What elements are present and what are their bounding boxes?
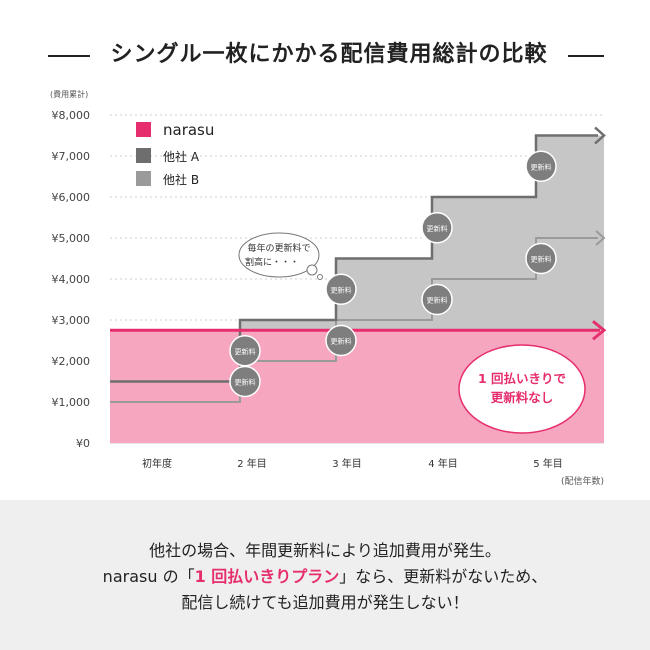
y-tick-label: ¥0 — [76, 437, 90, 450]
x-tick-label: 5 年目 — [533, 457, 563, 470]
series-arrow-company-a — [594, 126, 606, 145]
renewal-badge — [525, 150, 557, 182]
y-tick-label: ¥1,000 — [52, 396, 91, 409]
y-tick-label: ¥6,000 — [52, 191, 91, 204]
footer-line-2-start: narasu の「 — [102, 567, 195, 586]
renewal-badge-label: 更新料 — [427, 296, 448, 305]
callout-text-line2: 更新料なし — [491, 390, 554, 405]
y-tick-label: ¥4,000 — [52, 273, 91, 286]
renewal-badge-label: 更新料 — [427, 224, 448, 233]
bubble-text-line1: 毎年の更新料で — [247, 242, 310, 254]
bubble-tail-large — [306, 264, 318, 276]
renewal-badge — [325, 324, 357, 357]
x-tick-label: 2 年目 — [237, 457, 267, 470]
renewal-badge-label: 更新料 — [331, 285, 352, 294]
y-tick-label: ¥7,000 — [52, 150, 91, 163]
annotation-bubble: 毎年の更新料で 割高に・・・ — [238, 232, 323, 280]
chart-title: シングル一枚にかかる配信費用総計の比較 — [110, 42, 548, 67]
renewal-badge-label: 更新料 — [531, 255, 552, 264]
renewal-badge-label: 更新料 — [235, 378, 256, 387]
y-tick-label: ¥2,000 — [52, 355, 91, 368]
legend-label: 他社 A — [163, 149, 200, 164]
footer-message: 他社の場合、年間更新料により追加費用が発生。 narasu の「1 回払いきりプ… — [0, 538, 650, 616]
x-axis-label: (配信年数) — [561, 475, 604, 487]
callout-text-line1: 1 回払いきりで — [478, 371, 566, 386]
callout-shape — [458, 344, 586, 434]
x-tick-label: 4 年目 — [428, 457, 458, 470]
legend-swatch — [136, 148, 151, 163]
footer-line-2-end: 」なら、更新料がないため、 — [339, 567, 548, 586]
legend-label: narasu — [163, 121, 214, 139]
renewal-badge — [421, 283, 453, 316]
bubble-shape — [238, 232, 320, 278]
series-arrow-narasu — [592, 320, 607, 341]
renewal-badge-label: 更新料 — [235, 347, 256, 356]
title-rule-left — [48, 55, 90, 57]
renewal-badge — [421, 212, 453, 244]
y-tick-label: ¥3,000 — [52, 314, 91, 327]
footer-plan-highlight: 1 回払いきりプラン — [194, 567, 340, 586]
legend: narasu 他社 A 他社 B — [136, 121, 214, 187]
bubble-text-line2: 割高に・・・ — [245, 256, 299, 268]
y-tick-label: ¥5,000 — [52, 232, 91, 245]
renewal-badge — [325, 273, 357, 305]
renewal-badge — [525, 242, 557, 275]
footer-panel: 他社の場合、年間更新料により追加費用が発生。 narasu の「1 回払いきりプ… — [0, 500, 650, 650]
renewal-badge-label: 更新料 — [531, 162, 552, 171]
y-tick-label: ¥8,000 — [52, 109, 91, 122]
chart-panel: シングル一枚にかかる配信費用総計の比較 更新料 更新料 更新料 更新料 更新料 更新料 更新… — [0, 38, 650, 487]
footer-line-2: narasu の「1 回払いきりプラン」なら、更新料がないため、 — [0, 564, 650, 590]
footer-line-1: 他社の場合、年間更新料により追加費用が発生。 — [149, 541, 501, 560]
x-tick-label: 3 年目 — [332, 457, 362, 470]
x-tick-label: 初年度 — [142, 457, 172, 470]
bubble-tail-small — [317, 274, 323, 280]
title-row: シングル一枚にかかる配信費用総計の比較 — [0, 38, 650, 72]
legend-label: 他社 B — [163, 172, 199, 187]
title-rule-right — [568, 55, 604, 57]
renewal-badge-label: 更新料 — [331, 337, 352, 346]
axis-labels: (費用累計) (配信年数) ¥0 ¥1,000 ¥2,000 ¥3,000 ¥4,000… — [50, 89, 604, 487]
legend-swatch — [136, 122, 151, 137]
legend-swatch — [136, 171, 151, 186]
series-arrow-company-b — [595, 230, 606, 246]
no-renewal-callout: 1 回払いきりで 更新料なし — [458, 344, 586, 434]
y-axis-label: (費用累計) — [50, 89, 88, 99]
renewal-badge — [229, 365, 261, 398]
footer-line-3: 配信し続けても追加費用が発生しない！ — [181, 593, 469, 612]
